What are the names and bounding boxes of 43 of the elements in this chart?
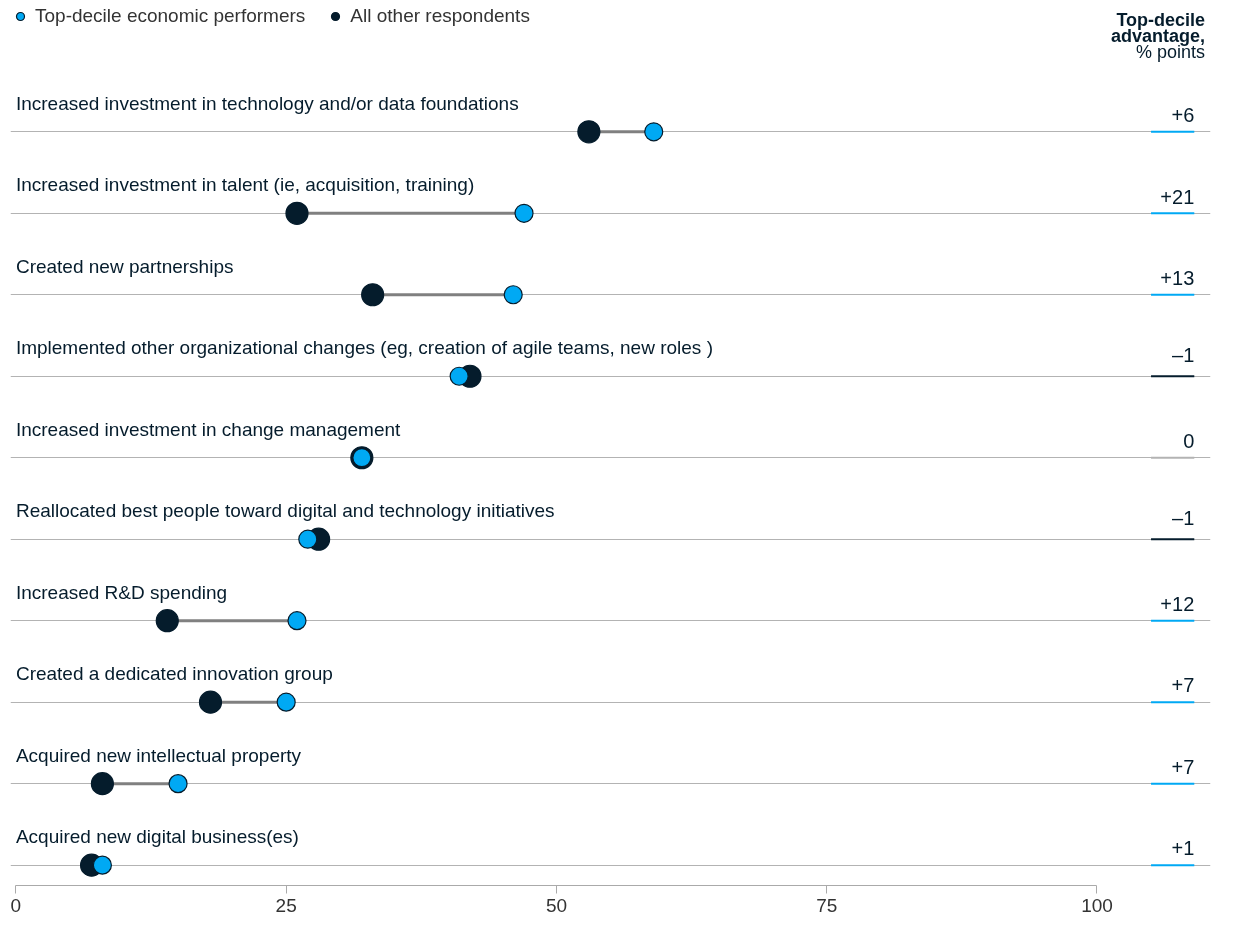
text: +7 [1171, 674, 1195, 697]
point [92, 855, 112, 875]
y-tick-label: Increased R&D spending [15, 581, 228, 603]
point [285, 201, 309, 225]
x-tick-label: 75 [816, 894, 838, 916]
text: +13 [1160, 266, 1195, 289]
text: +12 [1160, 592, 1195, 615]
point [276, 692, 296, 712]
legend-label: All other respondents [350, 5, 530, 27]
x-tick-label: 0 [10, 894, 22, 916]
y-tick-label: Acquired new digital business(es) [15, 826, 299, 848]
point [644, 122, 664, 142]
text: +1 [1171, 837, 1195, 860]
text: Top-decile [1116, 9, 1206, 30]
x-tick-label: 50 [545, 894, 568, 916]
legend-label: Top-decile economic performers [35, 5, 306, 27]
text: 0 [1183, 429, 1195, 452]
point [155, 609, 179, 633]
x-tick-label: 100 [1081, 894, 1113, 916]
point [168, 774, 188, 794]
text: +7 [1171, 755, 1195, 778]
text: +6 [1171, 104, 1195, 127]
y-tick-label: Created new partnerships [15, 255, 234, 277]
point [198, 690, 223, 714]
y-tick-label: Created a dedicated innovation group [15, 663, 333, 685]
y-tick-label: Reallocated best people toward digital and technology initiatives [15, 500, 555, 522]
point [361, 283, 385, 307]
y-tick-label: Increased investment in change management [15, 418, 402, 440]
text: +21 [1160, 185, 1195, 208]
y-tick-label: Increased investment in talent (ie, acquisition, training) [15, 174, 475, 196]
point [298, 529, 318, 549]
point [577, 120, 601, 144]
y-tick-label: Implemented other organizational changes (eg, creation of agile teams, new roles ) [15, 337, 713, 359]
text: –1 [1172, 344, 1195, 367]
point [514, 203, 534, 223]
point [449, 366, 469, 386]
point [90, 772, 114, 796]
y-tick-label: Increased investment in technology and/or data foundations [15, 92, 519, 114]
x-tick-label: 25 [275, 894, 297, 916]
text: –1 [1172, 507, 1195, 530]
point [287, 611, 307, 631]
point [503, 285, 523, 305]
y-tick-label: Acquired new intellectual property [15, 744, 302, 766]
